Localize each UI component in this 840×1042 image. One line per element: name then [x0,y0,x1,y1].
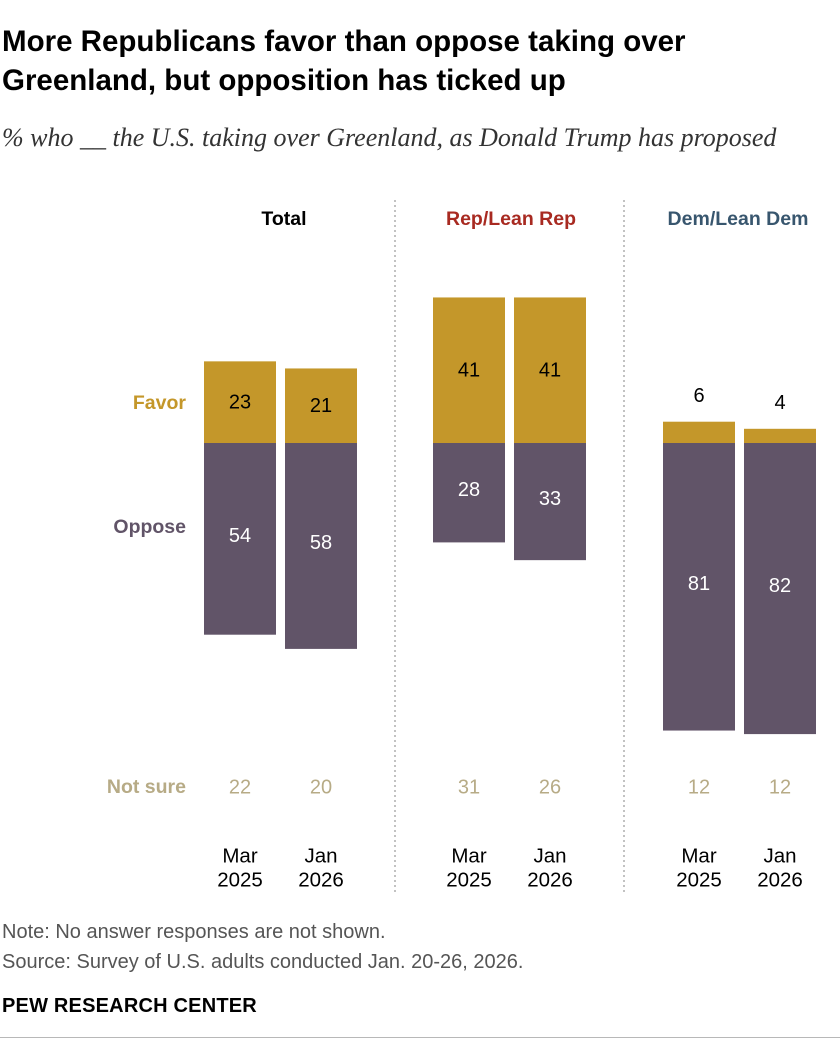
category-year-label: 2026 [527,868,573,891]
not-sure-value: 22 [229,776,251,798]
category-month-label: Jan [533,844,566,867]
chart-title: More Republicans favor than oppose takin… [2,25,686,97]
oppose-bar [433,443,505,543]
oppose-value-label: 28 [458,479,480,501]
footnotes: Note: No answer responses are not shown.… [2,917,523,977]
oppose-bar [514,443,586,561]
group-header: Total [261,208,306,230]
not-sure-value: 20 [310,776,332,798]
favor-value-label: 41 [539,360,561,382]
oppose-value-label: 33 [539,488,561,510]
oppose-value-label: 82 [769,575,791,597]
oppose-bar [663,443,735,731]
category-year-label: 2025 [676,868,722,891]
category-month-label: Mar [681,844,716,867]
category-month-label: Jan [304,844,337,867]
category-month-label: Mar [222,844,257,867]
not-sure-value: 26 [539,776,561,798]
category-year-label: 2025 [217,868,263,891]
note-text: Note: No answer responses are not shown. [2,921,386,943]
favor-bar [514,297,586,443]
oppose-value-label: 81 [688,573,710,595]
source-text: Source: Survey of U.S. adults conducted … [2,951,524,973]
favor-value-label: 4 [774,392,785,414]
group-header: Dem/Lean Dem [668,208,809,230]
category-month-label: Mar [451,844,486,867]
not-sure-row-label: Not sure [107,776,186,798]
bottom-rule [0,1037,840,1038]
favor-bar [663,421,735,443]
favor-value-label: 23 [229,391,251,413]
not-sure-value: 31 [458,776,480,798]
favor-value-label: 21 [310,395,332,417]
oppose-value-label: 58 [310,532,332,554]
group-header: Rep/Lean Rep [446,208,576,230]
oppose-value-label: 54 [229,525,251,547]
category-year-label: 2026 [298,868,344,891]
oppose-bar [285,443,357,649]
chart-subtitle: % who __ the U.S. taking over Greenland,… [2,123,777,152]
category-year-label: 2025 [446,868,492,891]
favor-bar [744,428,816,443]
category-month-label: Jan [763,844,796,867]
category-year-label: 2026 [757,868,803,891]
favor-row-label: Favor [133,392,187,414]
favor-bar [433,297,505,443]
pew-logo-text: PEW RESEARCH CENTER [2,995,257,1017]
oppose-bar [744,443,816,735]
favor-bar [204,361,276,443]
favor-bar [285,368,357,443]
not-sure-value: 12 [688,776,710,798]
favor-value-label: 41 [458,360,480,382]
not-sure-value: 12 [769,776,791,798]
oppose-row-label: Oppose [113,516,186,538]
oppose-bar [204,443,276,635]
favor-value-label: 6 [693,385,704,407]
